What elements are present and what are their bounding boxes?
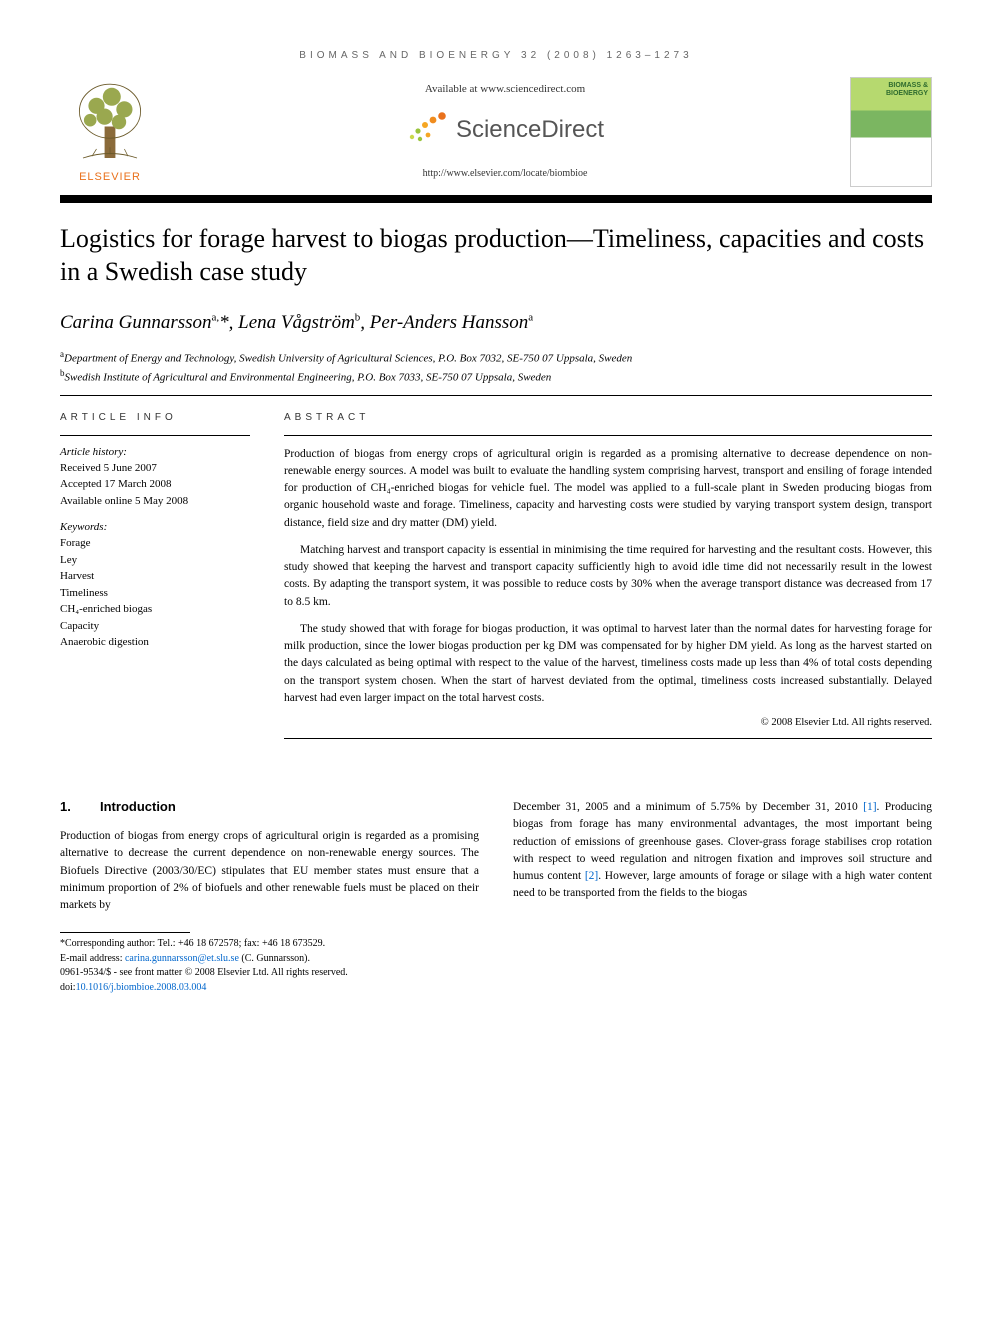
abstract-para: The study showed that with forage for bi… — [284, 621, 932, 707]
affiliations: aDepartment of Energy and Technology, Sw… — [60, 348, 932, 386]
history-line: Received 5 June 2007 — [60, 460, 250, 477]
available-line: Available at www.sciencedirect.com — [160, 83, 850, 95]
top-banner: ELSEVIER Available at www.sciencedirect.… — [60, 77, 932, 187]
body-col-right: December 31, 2005 and a minimum of 5.75%… — [513, 799, 932, 995]
history-line: Accepted 17 March 2008 — [60, 476, 250, 493]
keyword: Ley — [60, 552, 250, 569]
affiliation: aDepartment of Energy and Technology, Sw… — [60, 348, 932, 367]
separator-bar — [60, 195, 932, 203]
sciencedirect-logo: ScienceDirect — [160, 109, 850, 150]
article-title: Logistics for forage harvest to biogas p… — [60, 223, 932, 288]
abstract-para: Production of biogas from energy crops o… — [284, 446, 932, 532]
banner-center: Available at www.sciencedirect.com Scien… — [160, 77, 850, 179]
author: Lena Vågströmb — [238, 312, 360, 333]
journal-cover-thumb: BIOMASS & BIOENERGY — [850, 77, 932, 187]
author: Per-Anders Hanssona — [370, 312, 533, 333]
body-col-left: 1.Introduction Production of biogas from… — [60, 799, 479, 995]
elsevier-tree-icon — [65, 77, 155, 167]
section-heading: 1.Introduction — [60, 799, 479, 814]
sd-dots-icon — [406, 109, 450, 150]
keyword: CH₄-enriched biogas — [60, 601, 250, 618]
corr-author-note: *Corresponding author: Tel.: +46 18 6725… — [60, 937, 479, 952]
cover-title: BIOMASS & BIOENERGY — [851, 82, 928, 97]
article-info-col: ARTICLE INFO Article history: Received 5… — [60, 412, 250, 740]
body-para: December 31, 2005 and a minimum of 5.75%… — [513, 799, 932, 903]
history-line: Available online 5 May 2008 — [60, 493, 250, 510]
body-para: Production of biogas from energy crops o… — [60, 828, 479, 914]
journal-header: BIOMASS AND BIOENERGY 32 (2008) 1263–127… — [60, 50, 932, 61]
copyright: © 2008 Elsevier Ltd. All rights reserved… — [284, 717, 932, 728]
history-label: Article history: — [60, 446, 250, 458]
footnote-rule — [60, 932, 190, 933]
doi-link[interactable]: 10.1016/j.biombioe.2008.03.004 — [76, 982, 207, 993]
keyword: Harvest — [60, 568, 250, 585]
affiliation: bSwedish Institute of Agricultural and E… — [60, 367, 932, 386]
doi-note: doi:10.1016/j.biombioe.2008.03.004 — [60, 981, 479, 996]
body-columns: 1.Introduction Production of biogas from… — [60, 799, 932, 995]
abstract-label: ABSTRACT — [284, 412, 932, 423]
rule — [60, 395, 932, 396]
author: Carina Gunnarssona,* — [60, 312, 229, 333]
sd-text: ScienceDirect — [456, 116, 604, 144]
info-label: ARTICLE INFO — [60, 412, 250, 423]
elsevier-label: ELSEVIER — [60, 171, 160, 183]
keyword: Capacity — [60, 618, 250, 635]
email-note: E-mail address: carina.gunnarsson@et.slu… — [60, 952, 479, 967]
keywords-block: Keywords: Forage Ley Harvest Timeliness … — [60, 521, 250, 651]
email-link[interactable]: carina.gunnarsson@et.slu.se — [125, 953, 239, 964]
keyword: Timeliness — [60, 585, 250, 602]
ref-link[interactable]: [1] — [863, 801, 876, 813]
locate-line: http://www.elsevier.com/locate/biombioe — [160, 168, 850, 179]
footnotes: *Corresponding author: Tel.: +46 18 6725… — [60, 937, 479, 995]
author-list: Carina Gunnarssona,*, Lena Vågströmb, Pe… — [60, 312, 932, 334]
elsevier-logo-block: ELSEVIER — [60, 77, 160, 183]
keyword: Forage — [60, 535, 250, 552]
keyword: Anaerobic digestion — [60, 634, 250, 651]
frontmatter-note: 0961-9534/$ - see front matter © 2008 El… — [60, 966, 479, 981]
info-abstract-row: ARTICLE INFO Article history: Received 5… — [60, 412, 932, 740]
abstract-para: Matching harvest and transport capacity … — [284, 542, 932, 611]
ref-link[interactable]: [2] — [585, 870, 598, 882]
keywords-label: Keywords: — [60, 521, 250, 533]
abstract-col: ABSTRACT Production of biogas from energ… — [284, 412, 932, 740]
